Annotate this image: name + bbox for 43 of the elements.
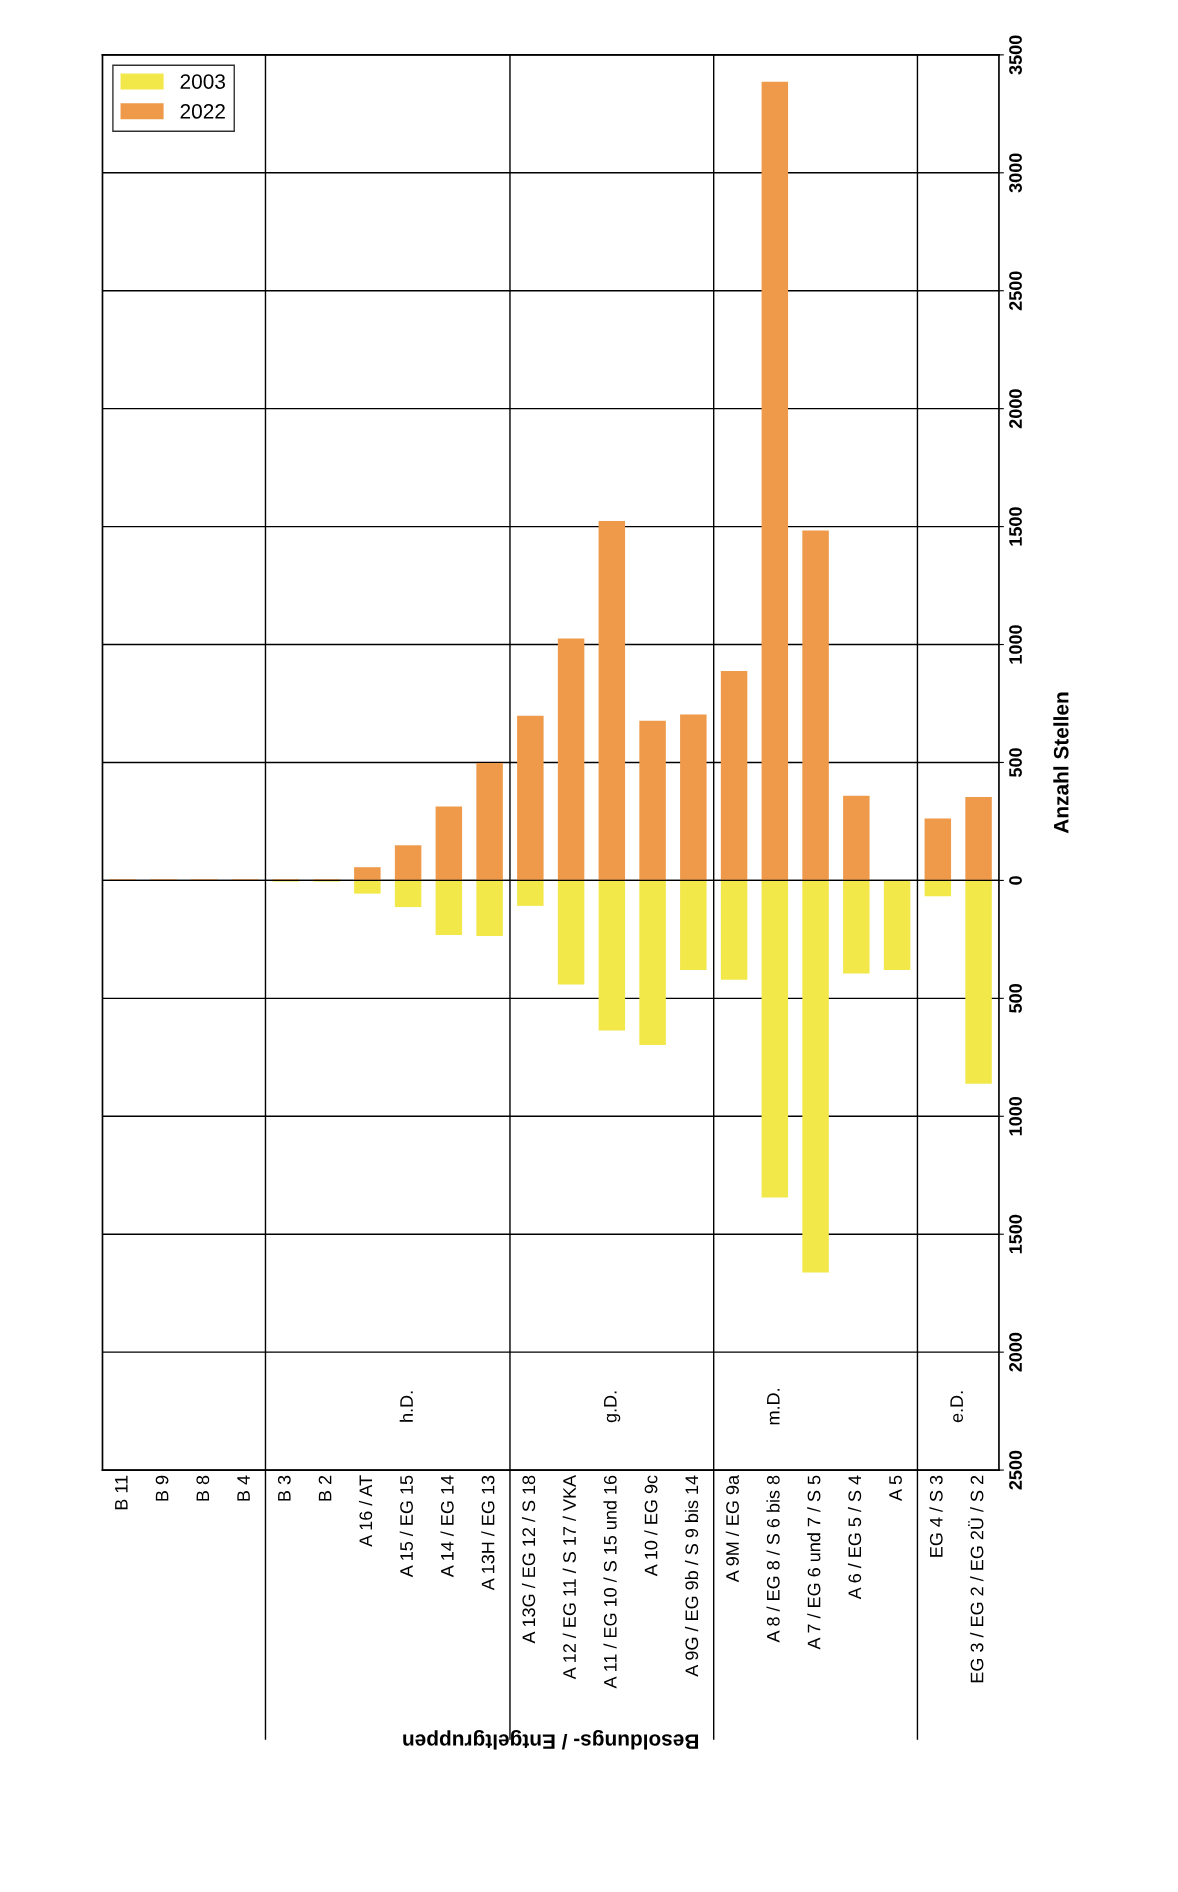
y-axis-title: Anzahl Stellen: [1053, 692, 1069, 834]
y-tick-label: 0: [1009, 876, 1022, 885]
annotation: e.D.: [950, 1391, 964, 1423]
x-tick-label: B 3: [277, 1475, 291, 1501]
x-tick-label: A 6 / EG 5 / S 4: [847, 1475, 862, 1600]
annotation: m.D.: [767, 1388, 780, 1425]
x-tick-label: B 4: [237, 1475, 250, 1501]
x-tick-label: EG 4 / S 3: [929, 1475, 943, 1557]
x-tick-label: A 16 / AT: [358, 1475, 373, 1547]
x-tick-label: B 9: [155, 1475, 169, 1501]
legend-label: 2003: [180, 74, 225, 89]
y-tick-label: 1500: [1009, 507, 1022, 546]
y-tick-label: 1000: [1009, 625, 1022, 664]
annotation: h.D.: [399, 1391, 413, 1422]
x-tick-label: A 11 / EG 10 / S 15 und 16: [603, 1475, 617, 1689]
x-tick-label: B 8: [196, 1475, 210, 1501]
y-tick-label: 1500: [1009, 1214, 1022, 1254]
x-axis-title: Besoldungs- / Entgeltgruppen: [403, 1730, 699, 1750]
y-tick-label: 2500: [1009, 1450, 1022, 1490]
x-tick-label: B 11: [115, 1475, 128, 1510]
x-tick-label: A 15 / EG 15: [399, 1475, 413, 1578]
y-tick-label: 2500: [1009, 271, 1022, 311]
x-tick-label: A 12 / EG 11 / S 17 / VKA: [562, 1474, 576, 1680]
x-tick-label: B 2: [318, 1475, 332, 1501]
x-tick-label: A 9G / EG 9b / S 9 bis 14: [684, 1475, 699, 1677]
legend-label: 2022: [180, 104, 225, 119]
y-tick-label: 2000: [1009, 389, 1022, 429]
annotation: g.D.: [604, 1391, 621, 1423]
x-tick-label: A 13H / EG 13: [481, 1475, 495, 1591]
y-tick-label: 1000: [1009, 1096, 1022, 1136]
y-tick-label: 500: [1009, 748, 1022, 777]
x-tick-label: A 7 / EG 6 und 7 / S 5: [807, 1475, 821, 1650]
y-tick-label: 3000: [1009, 153, 1022, 193]
y-tick-label: 2000: [1009, 1332, 1022, 1372]
x-tick-label: A 8 / EG 8 / S 6 bis 8: [766, 1475, 780, 1643]
y-tick-label: 500: [1009, 984, 1022, 1013]
y-tick-label: 3500: [1009, 35, 1022, 75]
x-tick-label: A 10 / EG 9c: [644, 1475, 658, 1577]
x-tick-label: A 14 / EG 14: [440, 1475, 454, 1578]
x-tick-label: A 13G / EG 12 / S 18: [521, 1475, 536, 1644]
x-tick-label: A 9M / EG 9a: [725, 1474, 739, 1583]
x-tick-label: EG 3 / EG 2 / EG 2Ü / S 2: [968, 1475, 984, 1683]
x-tick-label: A 5: [889, 1475, 902, 1502]
